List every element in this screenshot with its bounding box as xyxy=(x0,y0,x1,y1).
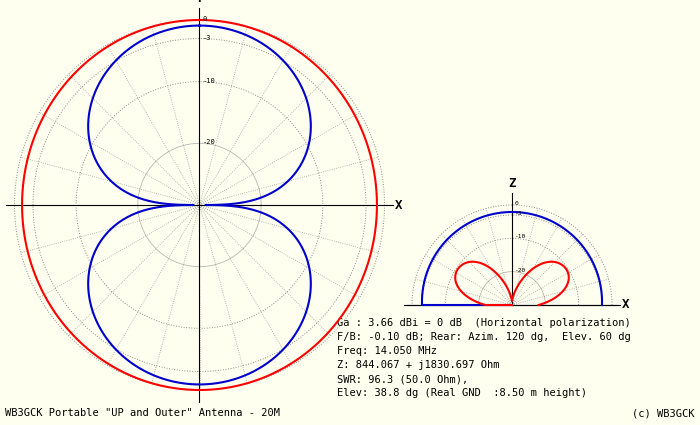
Text: -10: -10 xyxy=(202,78,215,84)
Text: -20: -20 xyxy=(515,268,526,273)
Text: -20: -20 xyxy=(202,139,215,145)
Text: Freq: 14.050 MHz: Freq: 14.050 MHz xyxy=(337,346,437,356)
Text: Elev: 38.8 dg (Real GND  :8.50 m height): Elev: 38.8 dg (Real GND :8.50 m height) xyxy=(337,388,587,398)
Text: WB3GCK Portable "UP and Outer" Antenna - 20M: WB3GCK Portable "UP and Outer" Antenna -… xyxy=(5,408,280,418)
Text: F/B: -0.10 dB; Rear: Azim. 120 dg,  Elev. 60 dg: F/B: -0.10 dB; Rear: Azim. 120 dg, Elev.… xyxy=(337,332,631,342)
Text: (c) WB3GCK: (c) WB3GCK xyxy=(633,408,695,418)
Text: -3: -3 xyxy=(202,34,211,40)
Text: X: X xyxy=(622,298,629,312)
Text: 0: 0 xyxy=(202,16,206,22)
Text: Z: Z xyxy=(508,177,516,190)
Text: SWR: 96.3 (50.0 Ohm),: SWR: 96.3 (50.0 Ohm), xyxy=(337,374,468,384)
Text: 0: 0 xyxy=(515,201,519,206)
Text: Z: 844.067 + j1830.697 Ohm: Z: 844.067 + j1830.697 Ohm xyxy=(337,360,500,370)
Text: -3: -3 xyxy=(515,211,522,216)
Text: X: X xyxy=(395,198,402,212)
Text: Ga : 3.66 dBi = 0 dB  (Horizontal polarization): Ga : 3.66 dBi = 0 dB (Horizontal polariz… xyxy=(337,318,631,328)
Text: -10: -10 xyxy=(515,234,526,239)
Text: Y: Y xyxy=(196,0,203,5)
